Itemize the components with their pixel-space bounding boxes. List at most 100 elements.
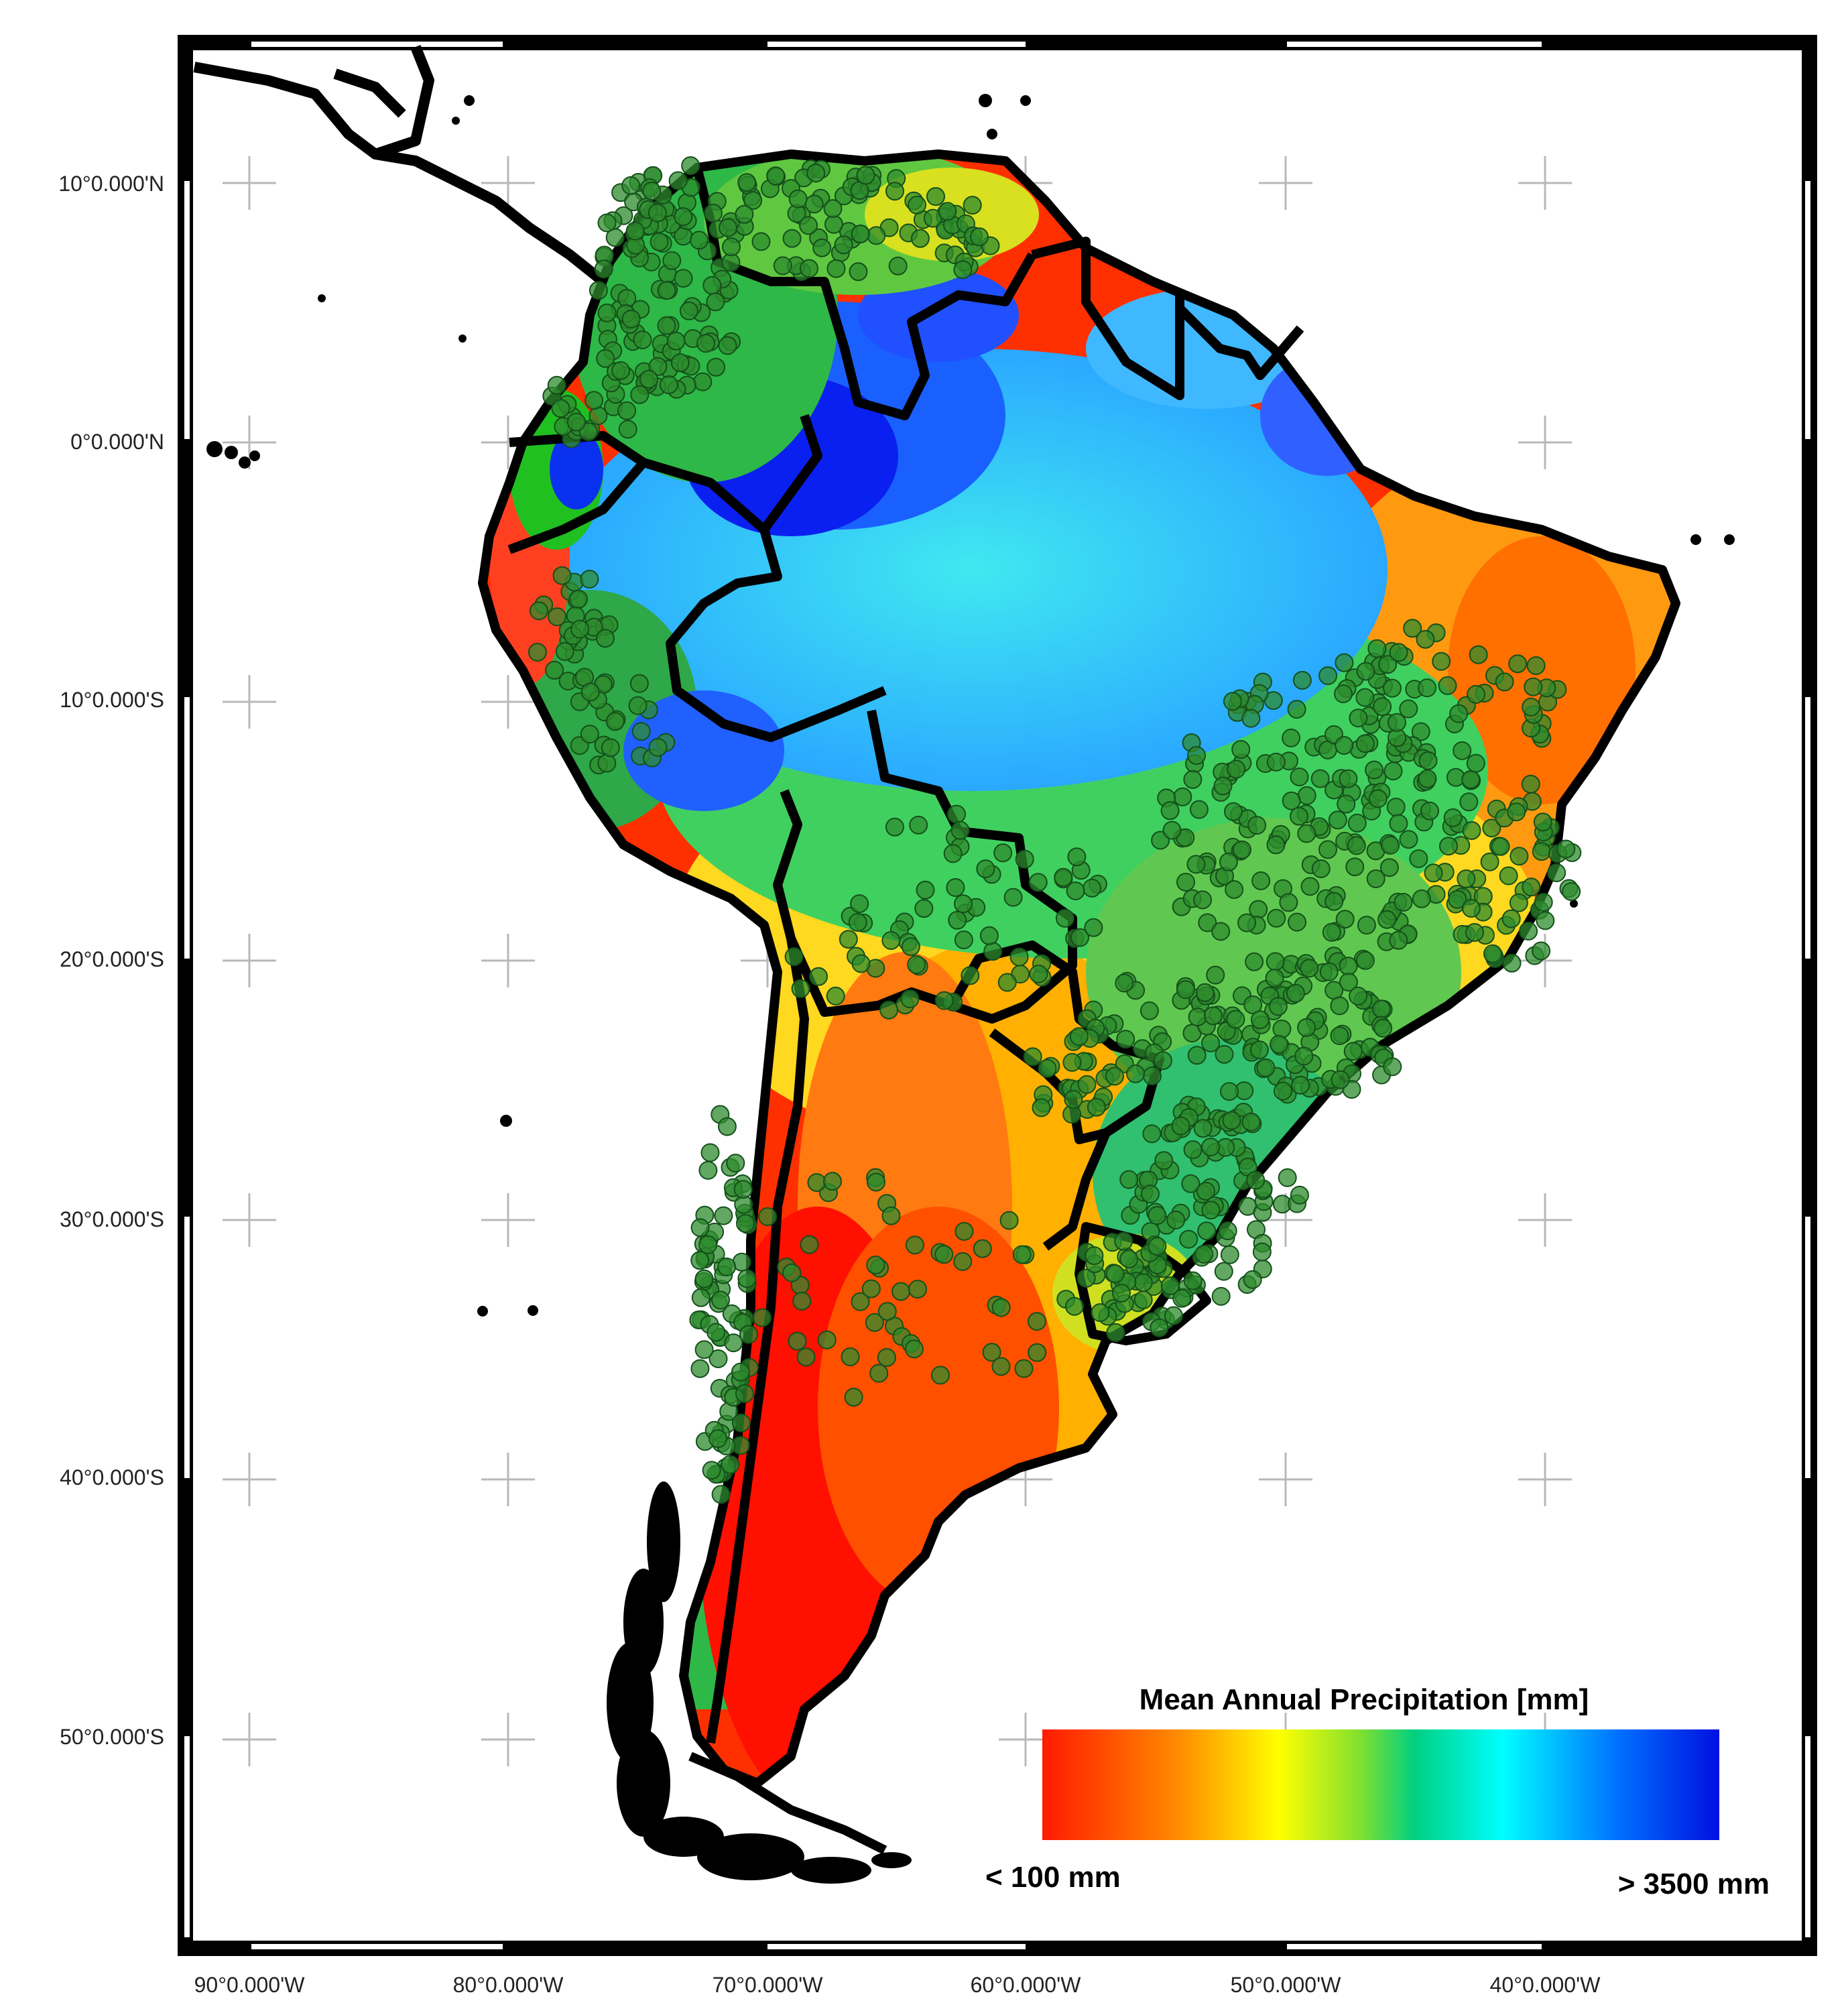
station-marker [796, 1347, 816, 1367]
station-marker [1223, 692, 1242, 711]
station-marker [726, 1154, 745, 1173]
station-marker [877, 1302, 897, 1321]
station-marker [1065, 1296, 1084, 1316]
station-marker [1148, 1237, 1167, 1256]
station-marker [1249, 1040, 1269, 1060]
station-marker [1389, 643, 1408, 662]
station-marker [1328, 810, 1347, 830]
station-marker [1287, 700, 1306, 719]
station-marker [1424, 863, 1443, 883]
station-marker [552, 566, 572, 585]
station-marker [674, 269, 693, 288]
station-marker [736, 1214, 755, 1233]
station-marker [648, 203, 667, 223]
station-marker [1268, 997, 1288, 1016]
station-marker [881, 931, 901, 950]
station-marker [865, 1313, 884, 1332]
station-marker [979, 926, 999, 945]
station-marker [782, 1263, 802, 1282]
station-marker [1282, 728, 1301, 747]
station-marker [735, 204, 754, 224]
station-marker [704, 203, 723, 223]
station-marker [1371, 999, 1391, 1019]
station-marker [1524, 677, 1543, 696]
station-marker [954, 894, 973, 914]
station-marker [737, 173, 757, 192]
station-marker [991, 1357, 1011, 1376]
station-marker [1356, 662, 1375, 681]
station-marker [791, 979, 810, 998]
station-marker [841, 1347, 860, 1367]
station-marker [1241, 709, 1261, 728]
station-marker [1085, 1246, 1104, 1266]
station-marker [694, 1340, 714, 1359]
station-marker [1330, 1026, 1349, 1046]
station-marker [1482, 818, 1501, 838]
station-marker [1453, 741, 1472, 760]
station-marker [724, 1333, 743, 1353]
station-marker [700, 1143, 720, 1162]
station-marker [1411, 722, 1430, 741]
station-marker [812, 238, 832, 257]
station-marker [851, 954, 871, 973]
legend-title: Mean Annual Precipitation [mm] [1139, 1683, 1589, 1716]
lat-label-0: 0°0.000'N [70, 430, 164, 454]
station-marker [589, 281, 608, 300]
station-marker [580, 570, 599, 589]
station-marker [1119, 1170, 1139, 1189]
station-marker [953, 260, 973, 280]
station-marker [662, 251, 682, 270]
station-marker [1195, 983, 1215, 1002]
station-marker [718, 336, 737, 355]
station-marker [1383, 678, 1402, 698]
station-marker [1418, 769, 1437, 788]
station-marker [1186, 855, 1206, 874]
station-marker [1519, 922, 1538, 940]
station-marker [1162, 820, 1182, 840]
station-marker [1318, 666, 1338, 685]
station-marker [1467, 684, 1486, 704]
station-marker [1274, 1081, 1292, 1101]
station-marker [904, 1339, 924, 1359]
station-marker [1133, 1273, 1153, 1292]
station-marker [1389, 930, 1408, 950]
station-marker [1115, 973, 1134, 993]
station-marker [851, 1292, 870, 1311]
station-marker [1495, 672, 1514, 692]
latitude-labels: 10°0.000'N 0°0.000'N 10°0.000'S 20°0.000… [58, 172, 164, 1749]
station-marker [711, 1485, 731, 1504]
station-marker [826, 259, 846, 278]
station-marker [1343, 1042, 1363, 1061]
station-marker [1114, 1231, 1133, 1251]
station-marker [1112, 1284, 1131, 1303]
station-marker [1532, 842, 1551, 861]
station-marker [631, 722, 651, 741]
station-marker [766, 166, 786, 186]
station-marker [1070, 928, 1089, 947]
station-marker [1012, 1245, 1032, 1264]
station-marker [1173, 787, 1192, 806]
legend-min-label: < 100 mm [985, 1861, 1121, 1894]
station-marker [1394, 893, 1413, 912]
station-marker [1480, 852, 1499, 871]
station-marker [799, 216, 818, 235]
station-marker [709, 1349, 728, 1368]
station-marker [908, 195, 926, 215]
station-marker [823, 1172, 842, 1191]
station-marker [1069, 1027, 1089, 1046]
station-marker [1462, 821, 1481, 840]
station-marker [1347, 813, 1367, 833]
station-marker [888, 256, 908, 276]
station-marker [947, 804, 966, 824]
station-marker [1347, 836, 1366, 855]
station-marker [1339, 769, 1358, 788]
station-marker [909, 815, 928, 835]
station-marker [1116, 1030, 1135, 1049]
station-marker [908, 1280, 927, 1299]
station-marker [711, 1290, 730, 1310]
station-marker [758, 1207, 778, 1226]
station-marker [914, 899, 934, 918]
station-marker [668, 171, 688, 190]
station-marker [1150, 1318, 1169, 1337]
station-marker [953, 1252, 973, 1271]
